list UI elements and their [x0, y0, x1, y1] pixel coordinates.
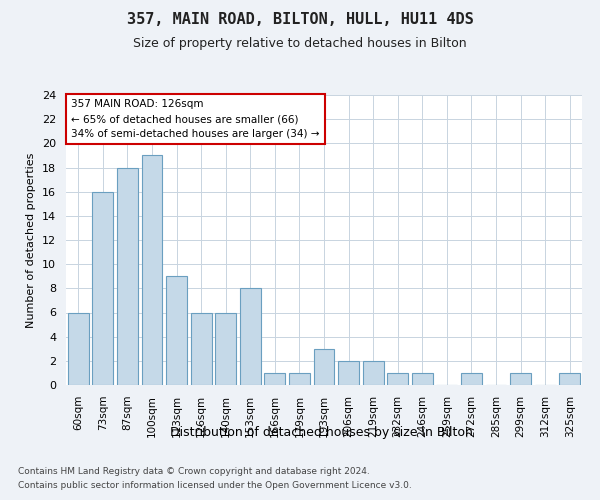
Bar: [166, 276, 187, 385]
Bar: [240, 288, 261, 385]
Text: 357 MAIN ROAD: 126sqm
← 65% of detached houses are smaller (66)
34% of semi-deta: 357 MAIN ROAD: 126sqm ← 65% of detached …: [71, 100, 320, 139]
Text: Distribution of detached houses by size in Bilton: Distribution of detached houses by size …: [170, 426, 472, 439]
Bar: [117, 168, 138, 385]
Bar: [338, 361, 359, 385]
Bar: [387, 373, 408, 385]
Bar: [142, 156, 163, 385]
Bar: [559, 373, 580, 385]
Bar: [510, 373, 531, 385]
Bar: [215, 312, 236, 385]
Bar: [191, 312, 212, 385]
Text: Contains HM Land Registry data © Crown copyright and database right 2024.: Contains HM Land Registry data © Crown c…: [18, 467, 370, 476]
Y-axis label: Number of detached properties: Number of detached properties: [26, 152, 37, 328]
Text: Size of property relative to detached houses in Bilton: Size of property relative to detached ho…: [133, 38, 467, 51]
Bar: [92, 192, 113, 385]
Text: 357, MAIN ROAD, BILTON, HULL, HU11 4DS: 357, MAIN ROAD, BILTON, HULL, HU11 4DS: [127, 12, 473, 28]
Bar: [412, 373, 433, 385]
Bar: [265, 373, 286, 385]
Text: Contains public sector information licensed under the Open Government Licence v3: Contains public sector information licen…: [18, 481, 412, 490]
Bar: [289, 373, 310, 385]
Bar: [461, 373, 482, 385]
Bar: [362, 361, 383, 385]
Bar: [314, 349, 334, 385]
Bar: [68, 312, 89, 385]
